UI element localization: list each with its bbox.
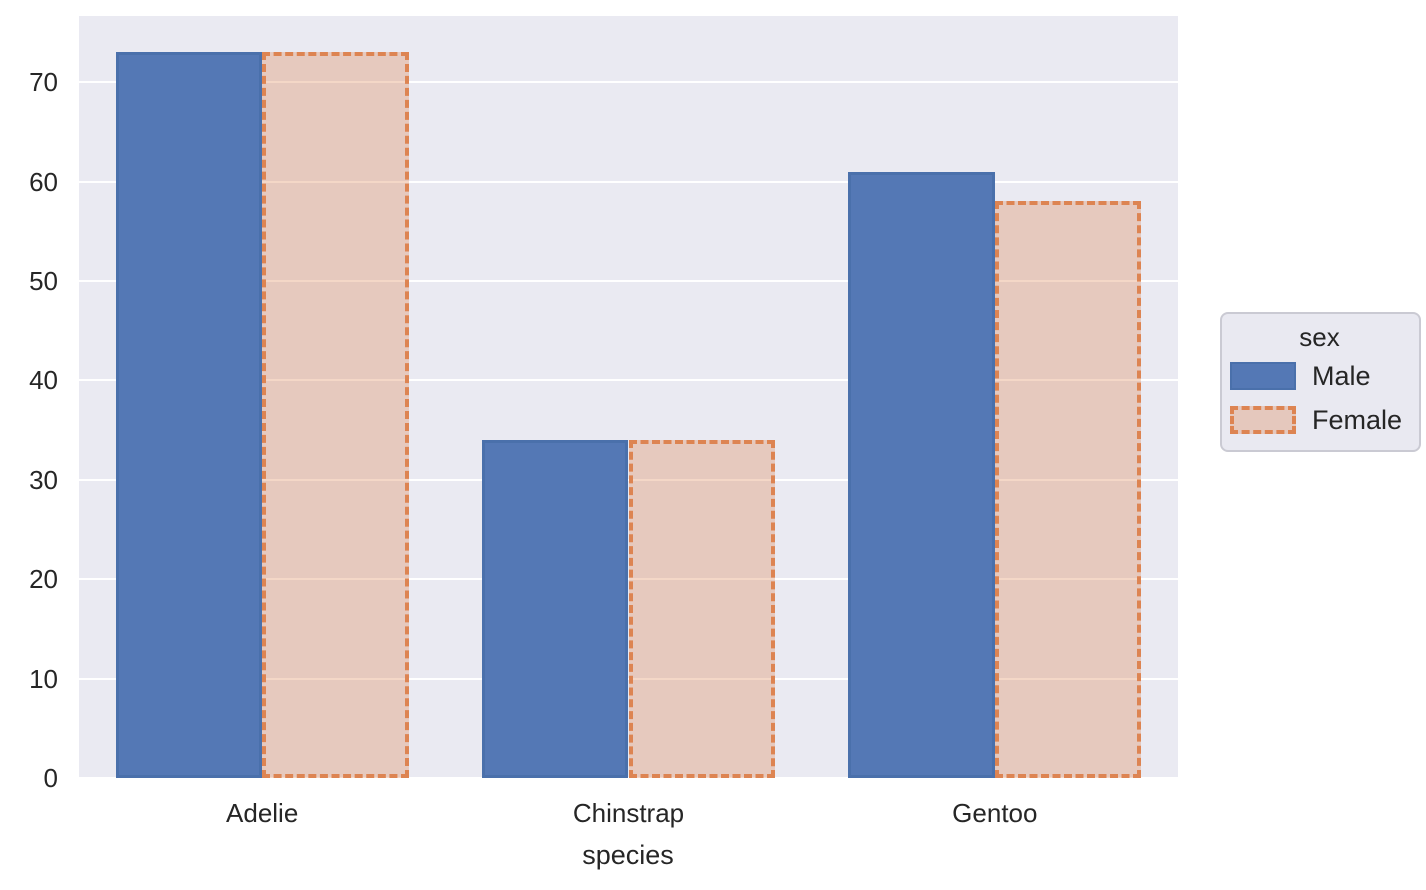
- bar-female-adelie: [262, 52, 409, 778]
- x-tick-label-adelie: Adelie: [226, 798, 299, 828]
- gridline-0: [79, 777, 1178, 779]
- x-tick-label-gentoo: Gentoo: [952, 798, 1038, 828]
- legend-label-female: Female: [1312, 404, 1403, 435]
- y-tick-label-10: 10: [29, 663, 58, 694]
- gridline-60: [79, 180, 1178, 183]
- y-tick-label-70: 70: [29, 67, 58, 98]
- female-swatch-icon: [1230, 406, 1296, 434]
- bar-female-chinstrap: [628, 439, 776, 778]
- y-tick-label-0: 0: [43, 763, 58, 793]
- legend-title: sex: [1299, 322, 1340, 352]
- legend: sex Male Female: [1220, 312, 1421, 452]
- legend-entry-female: Female: [1230, 398, 1409, 442]
- bar-male-gentoo: [848, 171, 995, 778]
- y-tick-label-50: 50: [29, 265, 58, 296]
- y-tick-label-40: 40: [29, 365, 58, 396]
- gridline-50: [79, 279, 1178, 282]
- plot-area: [79, 16, 1178, 779]
- bar-male-adelie: [115, 52, 263, 778]
- y-tick-label-30: 30: [29, 464, 58, 495]
- y-tick-label-20: 20: [29, 564, 58, 595]
- legend-label-male: Male: [1312, 360, 1371, 391]
- bar-female-gentoo: [994, 201, 1142, 778]
- x-tick-label-chinstrap: Chinstrap: [572, 798, 685, 828]
- gridline-70: [79, 81, 1178, 84]
- x-axis-label: species: [582, 840, 674, 870]
- bar-male-chinstrap: [481, 439, 629, 778]
- gridline-40: [79, 379, 1178, 382]
- male-swatch-icon: [1230, 362, 1296, 390]
- legend-entry-male: Male: [1230, 354, 1409, 398]
- y-tick-label-60: 60: [29, 166, 58, 197]
